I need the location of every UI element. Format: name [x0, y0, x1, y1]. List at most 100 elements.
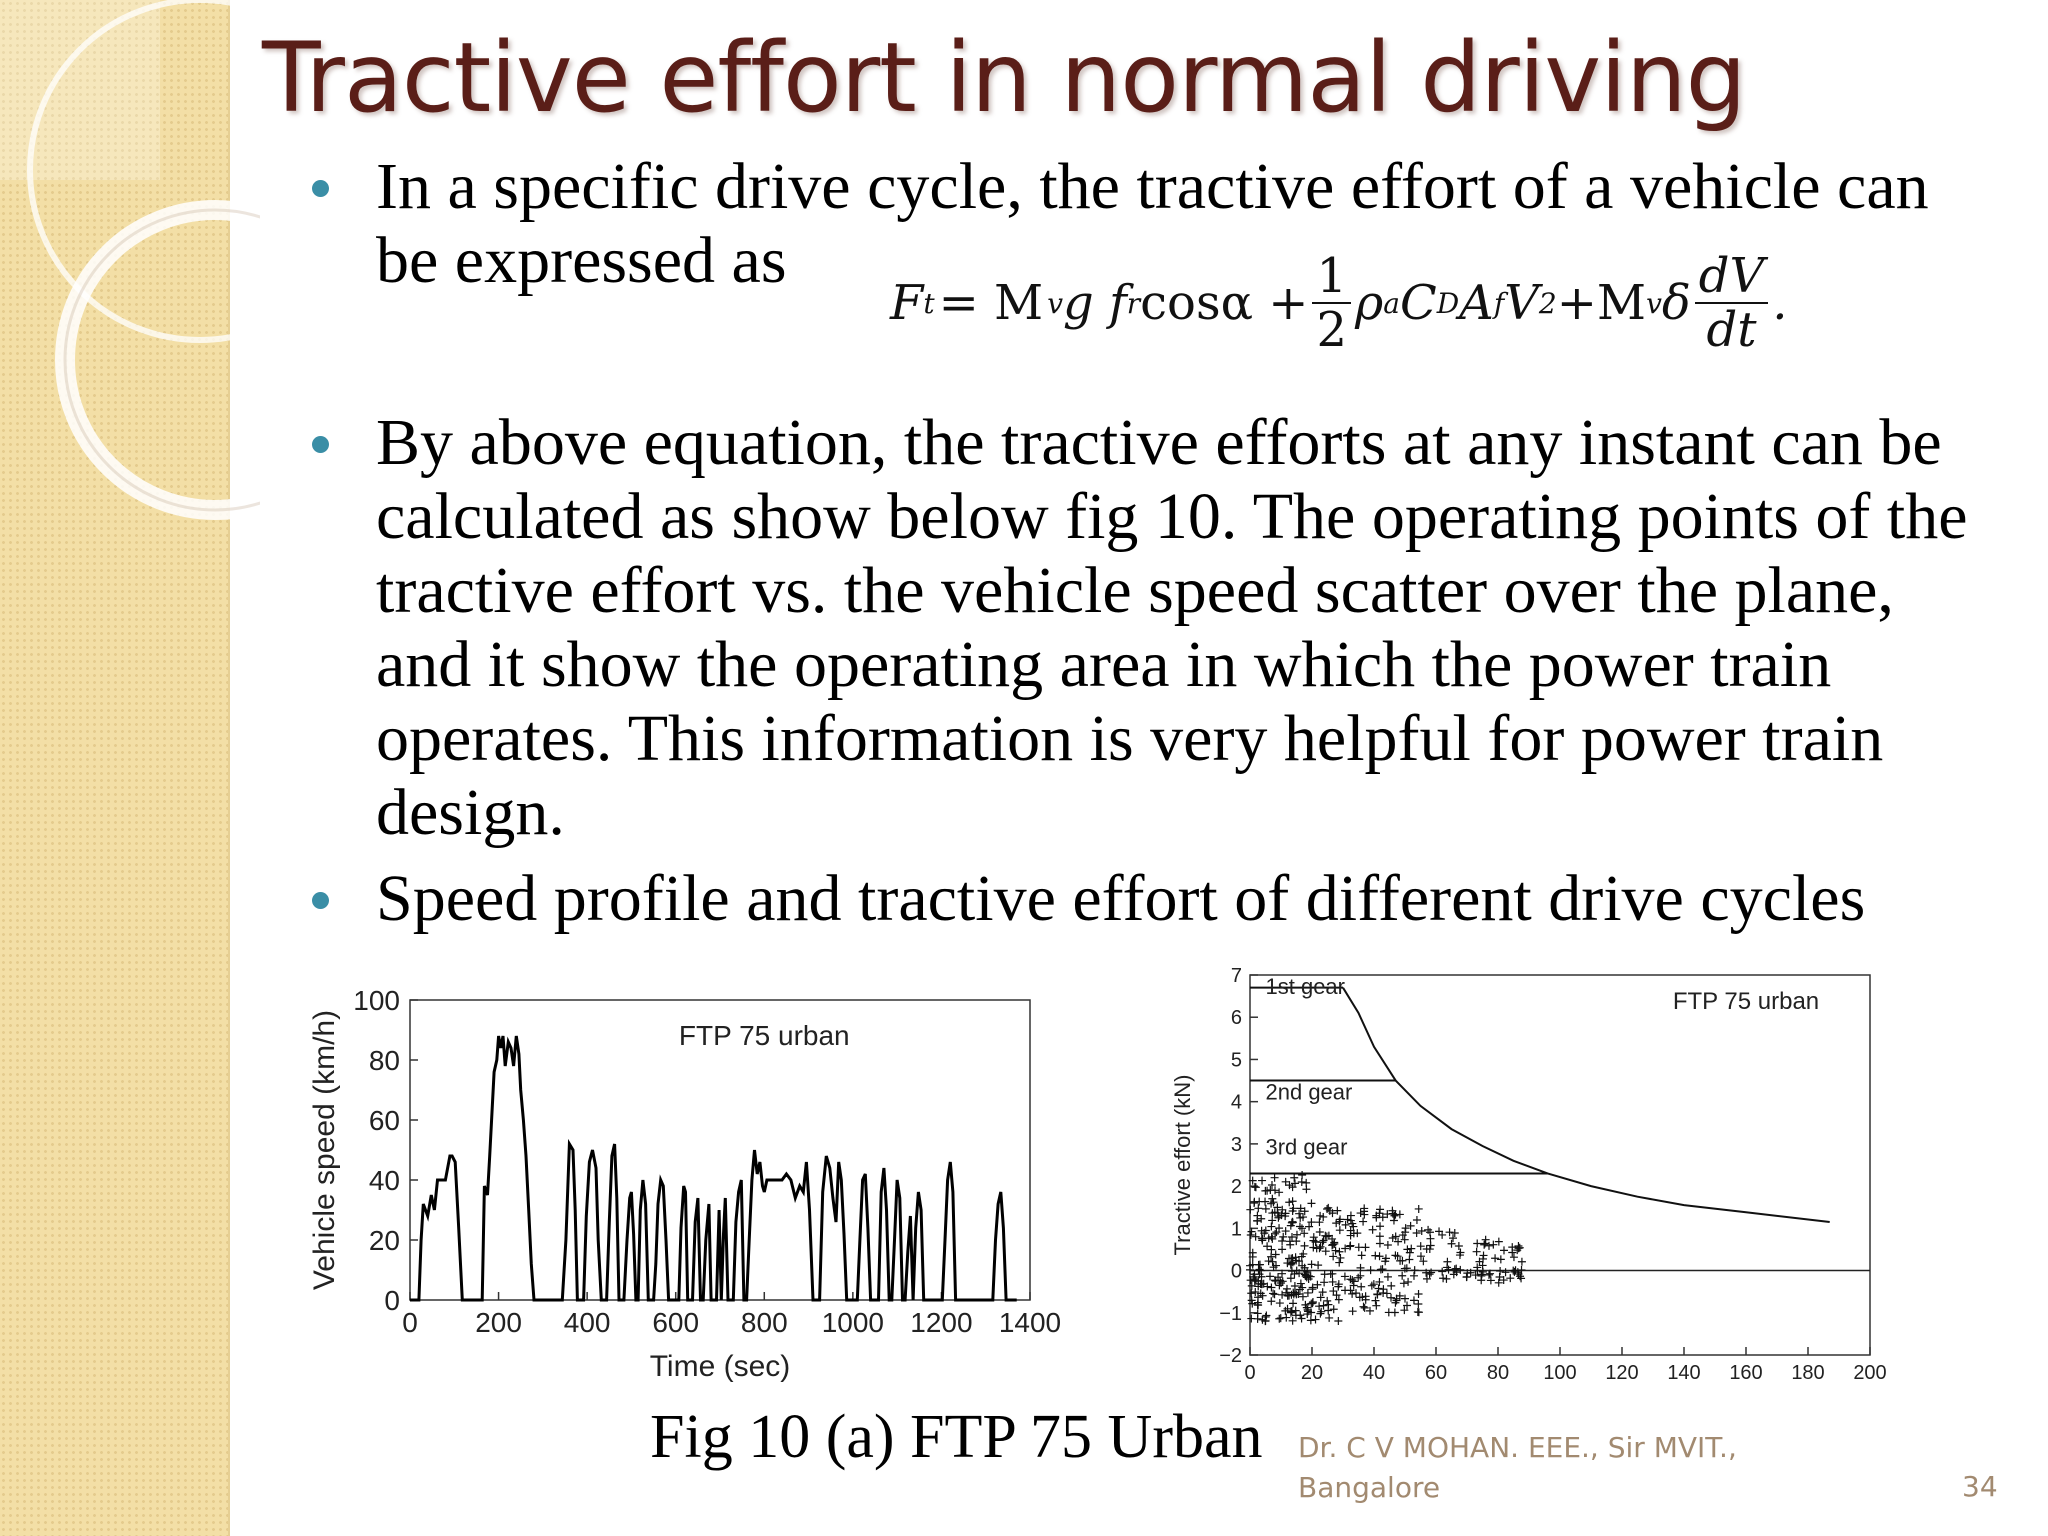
- figure-caption: Fig 10 (a) FTP 75 Urban: [650, 1403, 1263, 1471]
- bullet-text-1: In a specific drive cycle, the tractive …: [376, 150, 1929, 297]
- operating-point: [1298, 1292, 1307, 1301]
- operating-point: [1372, 1301, 1381, 1310]
- operating-point: [1324, 1203, 1333, 1212]
- plot-frame: [1249, 974, 1871, 1356]
- operating-point: [1268, 1194, 1277, 1203]
- x-tick-label: 600: [652, 1307, 699, 1338]
- operating-point: [1416, 1242, 1425, 1251]
- operating-point: [1383, 1241, 1392, 1250]
- operating-point: [1405, 1255, 1414, 1264]
- operating-point: [1267, 1252, 1276, 1261]
- operating-point: [1298, 1171, 1307, 1180]
- y-axis-label: Vehicle speed (km/h): [308, 1010, 341, 1290]
- operating-point: [1365, 1306, 1374, 1315]
- operating-point: [1300, 1263, 1309, 1272]
- operating-point: [1406, 1221, 1415, 1230]
- footer-author: Dr. C V MOHAN. EEE., Sir MVIT., Bangalor…: [1298, 1431, 1737, 1504]
- operating-point: [1250, 1182, 1259, 1191]
- operating-point: [1501, 1268, 1510, 1277]
- operating-point: [1486, 1276, 1495, 1285]
- operating-point: [1251, 1287, 1260, 1296]
- operating-point: [1477, 1270, 1486, 1279]
- operating-point: [1329, 1287, 1338, 1296]
- operating-point: [1246, 1205, 1255, 1214]
- operating-point: [1275, 1281, 1284, 1290]
- bullet-dot-icon: [312, 436, 329, 453]
- operating-point: [1286, 1274, 1295, 1283]
- operating-point: [1366, 1266, 1375, 1275]
- operating-point: [1269, 1289, 1278, 1298]
- operating-point: [1275, 1188, 1284, 1197]
- operating-point: [1278, 1236, 1287, 1245]
- operating-point: [1466, 1268, 1475, 1277]
- speed-profile-chart: 0 200 400 600 800 1000 1200 1400 0 20 40 60 80 100 Tim…: [308, 985, 1061, 1383]
- operating-point: [1392, 1296, 1401, 1305]
- y-tick-label: 5: [1231, 1049, 1242, 1071]
- operating-point: [1275, 1224, 1284, 1233]
- operating-point: [1449, 1234, 1458, 1243]
- operating-point: [1291, 1306, 1300, 1315]
- operating-point: [1323, 1296, 1332, 1305]
- operating-point: [1422, 1268, 1431, 1277]
- operating-point: [1317, 1307, 1326, 1316]
- operating-point: [1375, 1239, 1384, 1248]
- operating-point: [1253, 1309, 1262, 1318]
- operating-point: [1316, 1293, 1325, 1302]
- x-tick-label: 200: [1853, 1362, 1886, 1384]
- operating-point: [1323, 1204, 1332, 1213]
- x-tick-label: 0: [402, 1307, 418, 1338]
- operating-point: [1481, 1235, 1490, 1244]
- operating-point: [1419, 1257, 1428, 1266]
- operating-point: [1253, 1300, 1262, 1309]
- operating-point: [1445, 1228, 1454, 1237]
- operating-point: [1264, 1234, 1273, 1243]
- operating-point: [1304, 1272, 1313, 1281]
- operating-point: [1357, 1251, 1366, 1260]
- operating-point: [1254, 1260, 1263, 1269]
- operating-point: [1341, 1244, 1350, 1253]
- operating-point: [1480, 1240, 1489, 1249]
- operating-point: [1308, 1298, 1317, 1307]
- operating-point: [1292, 1230, 1301, 1239]
- operating-point: [1281, 1227, 1290, 1236]
- operating-point: [1267, 1199, 1276, 1208]
- operating-point: [1348, 1275, 1357, 1284]
- operating-point: [1373, 1290, 1382, 1299]
- operating-point: [1376, 1265, 1385, 1274]
- operating-point: [1267, 1297, 1276, 1306]
- operating-point: [1268, 1216, 1277, 1225]
- x-tick-label: 400: [564, 1307, 611, 1338]
- operating-point: [1254, 1293, 1263, 1302]
- operating-point: [1295, 1209, 1304, 1218]
- operating-point: [1251, 1232, 1260, 1241]
- operating-point: [1351, 1289, 1360, 1298]
- bullet-item-3: Speed profile and tractive effort of dif…: [312, 862, 1996, 936]
- operating-point: [1298, 1283, 1307, 1292]
- operating-point: [1270, 1290, 1279, 1299]
- operating-point: [1248, 1176, 1257, 1185]
- operating-point: [1360, 1303, 1369, 1312]
- operating-point: [1289, 1204, 1298, 1213]
- operating-point: [1395, 1210, 1404, 1219]
- operating-point: [1306, 1316, 1315, 1325]
- operating-point: [1426, 1241, 1435, 1250]
- operating-point: [1282, 1288, 1291, 1297]
- legend-text: FTP 75 urban: [1673, 988, 1819, 1015]
- operating-point: [1270, 1173, 1279, 1182]
- y-tick-label: 4: [1231, 1092, 1242, 1114]
- operating-point: [1285, 1181, 1294, 1190]
- operating-point: [1333, 1206, 1342, 1215]
- operating-point: [1462, 1273, 1471, 1282]
- operating-point: [1336, 1253, 1345, 1262]
- operating-point: [1495, 1273, 1504, 1282]
- operating-point: [1379, 1289, 1388, 1298]
- operating-point: [1329, 1252, 1338, 1261]
- operating-point: [1368, 1225, 1377, 1234]
- x-tick-label: 140: [1667, 1362, 1700, 1384]
- operating-point: [1508, 1243, 1517, 1252]
- operating-point: [1334, 1282, 1343, 1291]
- operating-point: [1320, 1278, 1329, 1287]
- operating-point: [1331, 1246, 1340, 1255]
- operating-point: [1491, 1254, 1500, 1263]
- operating-point: [1275, 1299, 1284, 1308]
